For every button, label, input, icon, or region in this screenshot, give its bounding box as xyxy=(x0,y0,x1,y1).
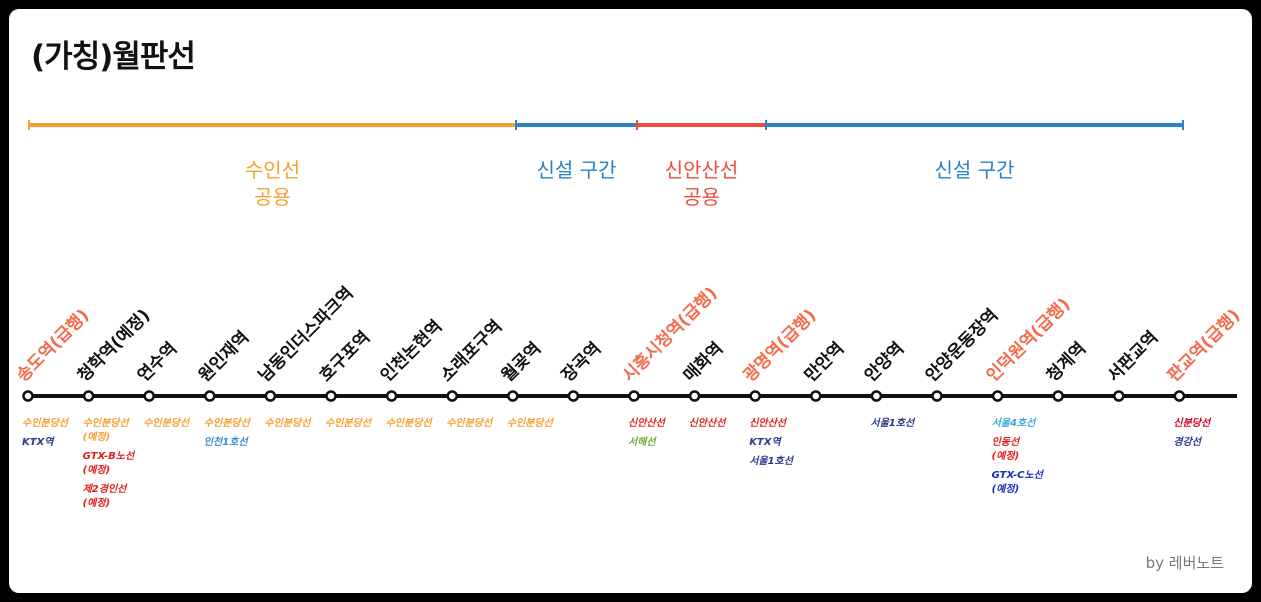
station-dot xyxy=(325,390,337,402)
connection-label: 수인분당선 xyxy=(143,418,190,429)
station-dot xyxy=(264,390,277,402)
connection-label: 서울1호선 xyxy=(749,456,793,467)
connection-label: GTX-C노선 (예정) xyxy=(991,470,1043,495)
station-dot xyxy=(628,390,640,402)
page-title: (가칭)월판선 xyxy=(31,39,196,75)
section-label-0: 수인선 공용 xyxy=(244,158,301,209)
station-dot xyxy=(688,390,701,402)
station-dot xyxy=(1113,390,1125,402)
station-dot xyxy=(204,390,216,402)
connection-label: 수인분당선 xyxy=(385,418,432,429)
station-dot xyxy=(1173,390,1186,402)
section-label-2: 신안산선 공용 xyxy=(664,158,739,209)
section-bar-2 xyxy=(636,120,766,130)
connection-label: KTX역 xyxy=(749,437,781,448)
connection-label: 수인분당선 xyxy=(506,418,553,429)
station-dot xyxy=(446,390,458,402)
connection-label: 서울1호선 xyxy=(870,418,915,429)
connection-label: 서울4호선 xyxy=(991,418,1036,429)
station-dot xyxy=(810,390,822,402)
connection-label: 인천1호선 xyxy=(203,437,248,448)
connection-label: 경강선 xyxy=(1173,437,1201,448)
station-dot xyxy=(870,390,883,402)
connection-label: 수인분당선 xyxy=(325,418,371,429)
section-bar-3 xyxy=(765,120,1184,130)
station-dot xyxy=(991,390,1004,402)
connection-label: 수인분당선 xyxy=(22,418,68,429)
station-dot xyxy=(22,390,34,402)
connection-label: 신안산선 xyxy=(688,418,726,429)
connection-label: 수인분당선 xyxy=(446,418,493,429)
connection-label: 신안산선 xyxy=(628,418,665,429)
connection-label: 신분당선 xyxy=(1173,418,1211,429)
diagram-panel: (가칭)월판선 수인선 공용 신설 구간 신안산선 공용 신설 구간 송도역(급행) 수… xyxy=(9,9,1252,593)
station-dot xyxy=(385,390,398,402)
section-bar-1 xyxy=(515,120,637,130)
credit-text: by 레버노트 xyxy=(1145,554,1224,572)
connection-label: 인동선 (예정) xyxy=(991,437,1020,462)
connection-label: 서해선 xyxy=(628,437,656,448)
section-label-1: 신설 구간 xyxy=(536,158,617,182)
station-dot xyxy=(567,390,580,402)
connection-label: 수인분당선 xyxy=(203,418,250,429)
station-dot xyxy=(507,390,519,402)
station-dot xyxy=(1052,390,1064,402)
connection-label: KTX역 xyxy=(22,437,54,448)
connection-label: 제2경인선 (예정) xyxy=(82,484,127,509)
station-dot xyxy=(82,390,95,402)
station-dot xyxy=(143,390,155,402)
section-label-3: 신설 구간 xyxy=(934,158,1015,182)
connection-label: 수인분당선 (예정) xyxy=(82,418,129,443)
connection-label: GTX-B노선 (예정) xyxy=(82,451,135,476)
section-bar-0 xyxy=(28,120,516,130)
station-dot xyxy=(749,390,761,402)
connection-label: 수인분당선 xyxy=(264,418,311,429)
route-diagram xyxy=(22,120,1237,402)
station-dot xyxy=(931,390,943,402)
connection-label: 신안산선 xyxy=(749,418,786,429)
